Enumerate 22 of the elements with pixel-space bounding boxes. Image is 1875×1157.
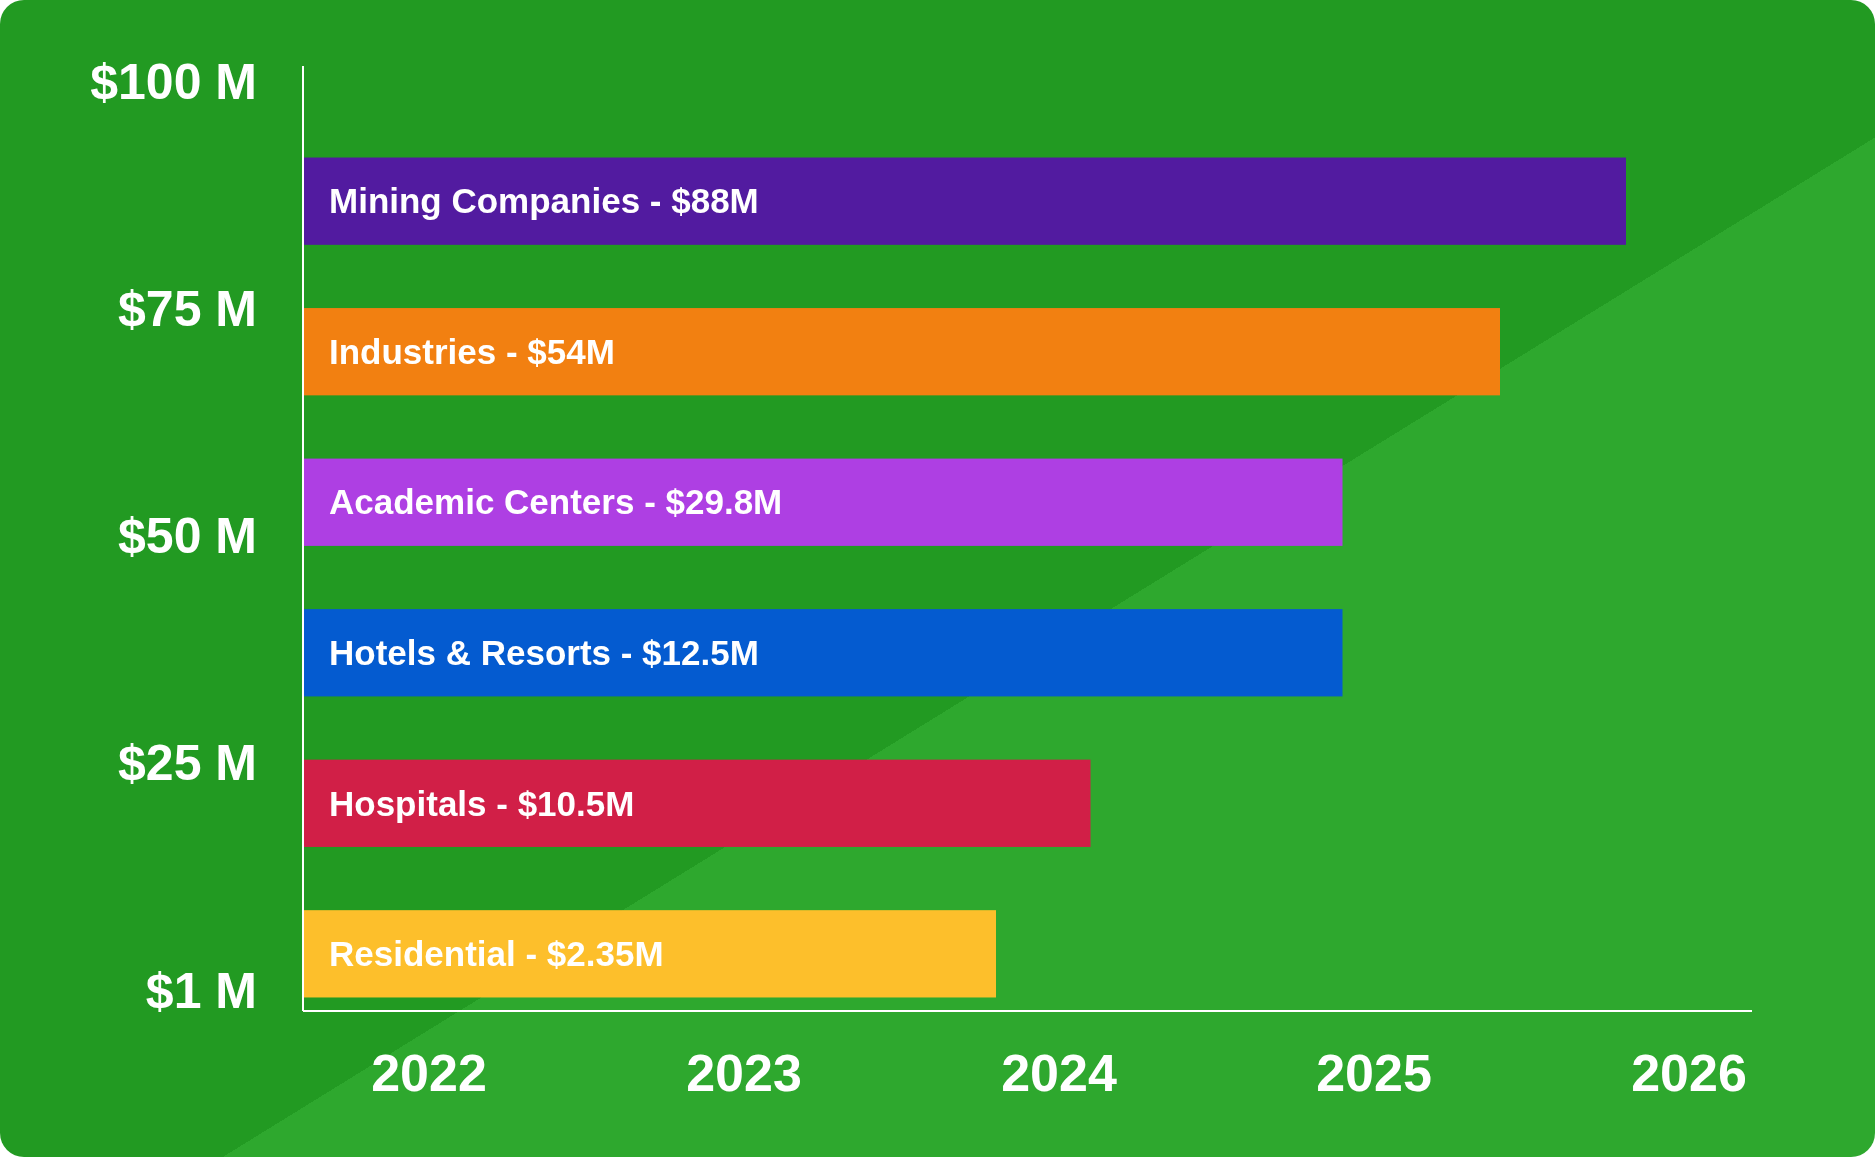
x-tick-label: 2024 (1001, 1044, 1117, 1103)
bar (303, 609, 1343, 697)
text: $100 M (90, 53, 257, 110)
bar (303, 759, 1091, 847)
y-tick-label: Hotels & Resorts - $12.5M (329, 633, 759, 673)
bar (303, 157, 1626, 245)
bar (303, 910, 996, 998)
x-tick-label: 2026 (1631, 1044, 1747, 1103)
y-tick-label: Hospitals - $10.5M (329, 783, 635, 823)
text: $50 M (118, 508, 257, 564)
text: $25 M (118, 735, 257, 792)
text: $75 M (118, 280, 257, 337)
text: $1 M (145, 962, 257, 1019)
x-tick-label: 2022 (371, 1044, 487, 1103)
y-tick-label: Academic Centers - $29.8M (329, 482, 783, 522)
bar (303, 308, 1500, 396)
y-tick-label: Residential - $2.35M (329, 934, 664, 974)
y-tick-label: Industries - $54M (329, 331, 615, 371)
bar (303, 458, 1343, 546)
y-tick-label: Mining Companies - $88M (329, 181, 759, 221)
x-tick-label: 2023 (686, 1044, 802, 1103)
x-tick-label: 2025 (1316, 1044, 1432, 1103)
